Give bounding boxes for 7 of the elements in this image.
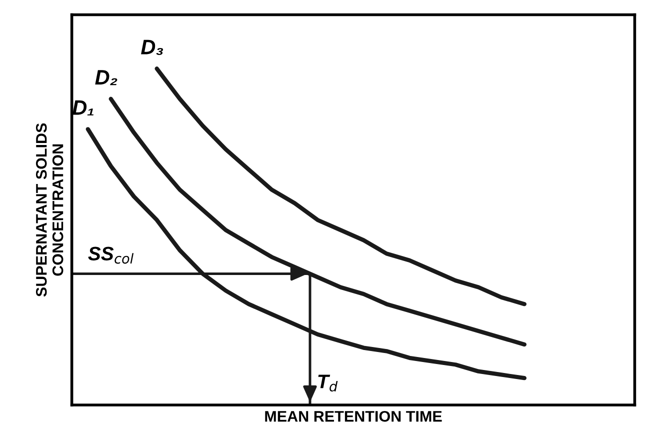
- series-label: D₃: [141, 40, 164, 55]
- ref-line-label: SS$_{col}$: [88, 246, 134, 264]
- annotation: T$_{d}$: [318, 374, 338, 392]
- series-label: D₂: [95, 70, 118, 86]
- x-axis-title: MEAN RETENTION TIME: [265, 410, 442, 422]
- y-axis-title: SUPERNATANT SOLIDS CONCENTRATION: [36, 123, 64, 297]
- series-label: D₁: [72, 100, 94, 116]
